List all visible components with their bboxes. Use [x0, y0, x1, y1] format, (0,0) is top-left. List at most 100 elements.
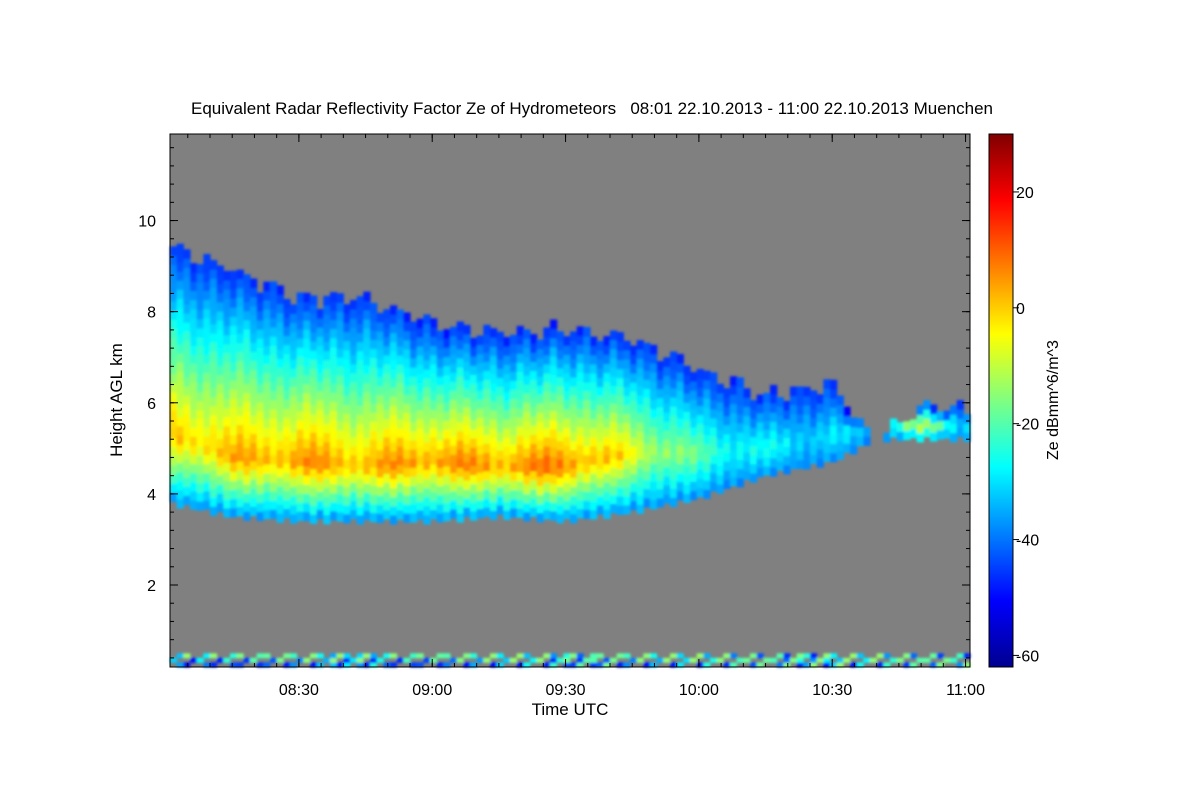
heatmap-cell	[296, 483, 304, 494]
heatmap-cell	[516, 371, 524, 382]
heatmap-cell	[450, 326, 458, 337]
heatmap-cell	[470, 365, 478, 375]
heatmap-cell	[663, 494, 671, 504]
heatmap-cell	[476, 362, 484, 373]
heatmap-cell	[750, 653, 758, 659]
heatmap-cell	[310, 423, 318, 433]
heatmap-cell	[683, 657, 691, 663]
heatmap-cell	[290, 413, 298, 424]
heatmap-cell	[950, 414, 958, 425]
heatmap-cell	[250, 451, 258, 462]
heatmap-cell	[176, 398, 184, 409]
heatmap-cell	[270, 399, 278, 410]
heatmap-cell	[470, 374, 478, 385]
heatmap-cell	[496, 459, 504, 470]
heatmap-cell	[203, 253, 211, 264]
heatmap-cell	[223, 407, 231, 418]
heatmap-cell	[430, 436, 438, 447]
heatmap-cell	[416, 346, 424, 356]
heatmap-cell	[376, 322, 384, 332]
heatmap-cell	[223, 389, 231, 400]
heatmap-cell	[350, 363, 358, 374]
heatmap-cell	[236, 351, 244, 362]
heatmap-cell	[363, 653, 371, 659]
heatmap-cell	[190, 272, 198, 282]
heatmap-cell	[530, 461, 538, 472]
heatmap-cell	[383, 418, 391, 429]
heatmap-cell	[730, 412, 738, 423]
heatmap-cell	[470, 456, 478, 467]
heatmap-cell	[443, 356, 451, 367]
heatmap-cell	[396, 391, 404, 402]
colorbar-tick-label: 20	[1016, 185, 1034, 202]
heatmap-cell	[390, 423, 398, 434]
heatmap-cell	[170, 246, 178, 257]
heatmap-cell	[790, 459, 798, 470]
heatmap-cell	[336, 375, 344, 385]
heatmap-cell	[583, 354, 591, 365]
heatmap-cell	[303, 301, 311, 312]
heatmap-cell	[916, 405, 924, 416]
heatmap-cell	[523, 429, 531, 440]
heatmap-cell	[376, 367, 384, 378]
heatmap-cell	[656, 461, 664, 472]
heatmap-cell	[456, 485, 464, 496]
heatmap-cell	[810, 657, 818, 663]
heatmap-cell	[443, 383, 451, 394]
heatmap-cell	[210, 287, 218, 298]
heatmap-cell	[336, 493, 344, 504]
heatmap-cell	[770, 466, 778, 477]
heatmap-cell	[503, 373, 511, 384]
heatmap-cell	[203, 317, 211, 328]
heatmap-cell	[756, 431, 764, 441]
heatmap-cell	[290, 441, 298, 451]
heatmap-cell	[403, 321, 411, 332]
heatmap-cell	[816, 448, 824, 459]
heatmap-cell	[263, 436, 271, 447]
heatmap-cell	[250, 305, 258, 316]
heatmap-cell	[223, 462, 231, 472]
heatmap-cell	[256, 474, 264, 485]
heatmap-cell	[716, 465, 724, 476]
heatmap-cell	[216, 493, 224, 503]
heatmap-cell	[243, 292, 251, 303]
heatmap-cell	[943, 419, 951, 430]
heatmap-cell	[583, 400, 591, 410]
heatmap-cell	[190, 290, 198, 301]
heatmap-cell	[563, 436, 571, 447]
heatmap-cell	[196, 482, 204, 493]
heatmap-cell	[463, 443, 471, 454]
heatmap-cell	[503, 501, 511, 511]
heatmap-cell	[170, 282, 178, 293]
heatmap-cell	[283, 362, 291, 373]
heatmap-cell	[703, 434, 711, 445]
heatmap-cell	[303, 329, 311, 339]
heatmap-cell	[230, 471, 238, 481]
heatmap-cell	[323, 478, 331, 488]
heatmap-cell	[663, 384, 671, 395]
heatmap-cell	[890, 427, 898, 438]
heatmap-cell	[436, 662, 444, 668]
heatmap-cell	[343, 322, 351, 333]
heatmap-cell	[323, 459, 331, 470]
heatmap-cell	[356, 414, 364, 425]
heatmap-cell	[343, 340, 351, 351]
heatmap-cell	[236, 315, 244, 325]
heatmap-cell	[310, 322, 318, 333]
heatmap-cell	[963, 662, 971, 668]
heatmap-cell	[436, 348, 444, 359]
heatmap-cell	[336, 393, 344, 404]
heatmap-cell	[710, 454, 718, 465]
heatmap-cell	[790, 450, 798, 461]
heatmap-cell	[270, 281, 278, 292]
heatmap-cell	[530, 488, 538, 499]
heatmap-cell	[310, 404, 318, 415]
heatmap-cell	[230, 279, 238, 290]
heatmap-cell	[323, 359, 331, 370]
heatmap-cell	[690, 372, 698, 382]
heatmap-cell	[510, 453, 518, 463]
heatmap-cell	[356, 478, 364, 489]
heatmap-cell	[883, 653, 891, 659]
heatmap-cell	[176, 325, 184, 336]
heatmap-cell	[170, 657, 178, 663]
